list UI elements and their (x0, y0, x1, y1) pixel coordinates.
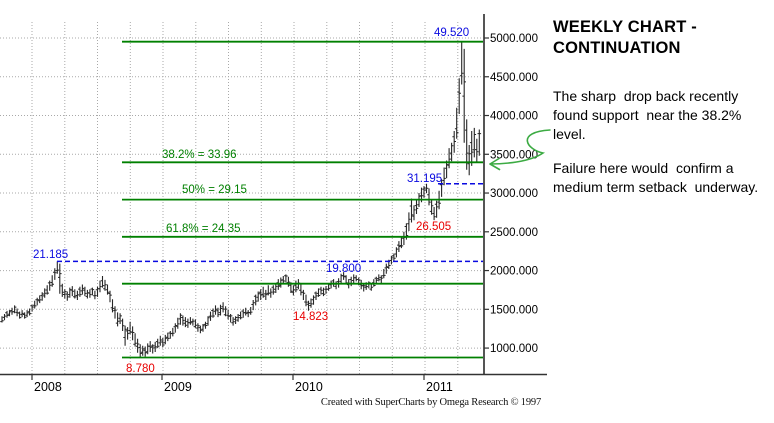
level-label: 49.520 (434, 27, 469, 39)
y-axis-label: 5000.000 (490, 33, 538, 45)
y-axis-label: 2000.000 (490, 266, 538, 278)
bar-close-ticks (2, 72, 482, 354)
y-axis-label: 2500.000 (490, 227, 538, 239)
panel-paragraph-1: The sharp drop back recently found suppo… (553, 88, 742, 142)
x-axis-label: 2011 (426, 380, 453, 394)
y-axis-label: 4500.000 (490, 72, 538, 84)
level-label: 61.8% = 24.35 (166, 223, 241, 235)
support-annotation-arrow (489, 129, 551, 171)
y-axis-label: 1500.000 (490, 304, 538, 316)
x-axis-label: 2009 (164, 380, 192, 394)
y-axis-label: 1000.000 (490, 343, 538, 355)
annotation-panel: WEEKLY CHART - CONTINUATION The sharp dr… (553, 17, 773, 197)
price-point-label: 26.505 (416, 221, 451, 233)
y-axis-label: 3000.000 (490, 188, 538, 200)
level-label: 31.195 (407, 173, 442, 185)
panel-title: WEEKLY CHART - CONTINUATION (553, 18, 697, 57)
level-label: 50% = 29.15 (182, 184, 247, 196)
level-label: 21.185 (33, 249, 68, 261)
bar-open-ticks (0, 75, 480, 353)
price-point-label: 19.800 (326, 263, 361, 275)
panel-paragraph-2: Failure here would confirm a medium term… (553, 160, 759, 195)
v-gridlines (31, 22, 459, 374)
y-axis-label: 3500.000 (490, 149, 538, 161)
price-point-label: 14.823 (293, 311, 328, 323)
y-axis-label: 4000.000 (490, 111, 538, 123)
x-axis-label: 2010 (295, 380, 323, 394)
chart-credit: Created with SuperCharts by Omega Resear… (320, 397, 541, 408)
level-label: 38.2% = 33.96 (162, 149, 237, 161)
x-axis-label: 2008 (34, 380, 62, 394)
level-label: 8.780 (126, 363, 155, 375)
